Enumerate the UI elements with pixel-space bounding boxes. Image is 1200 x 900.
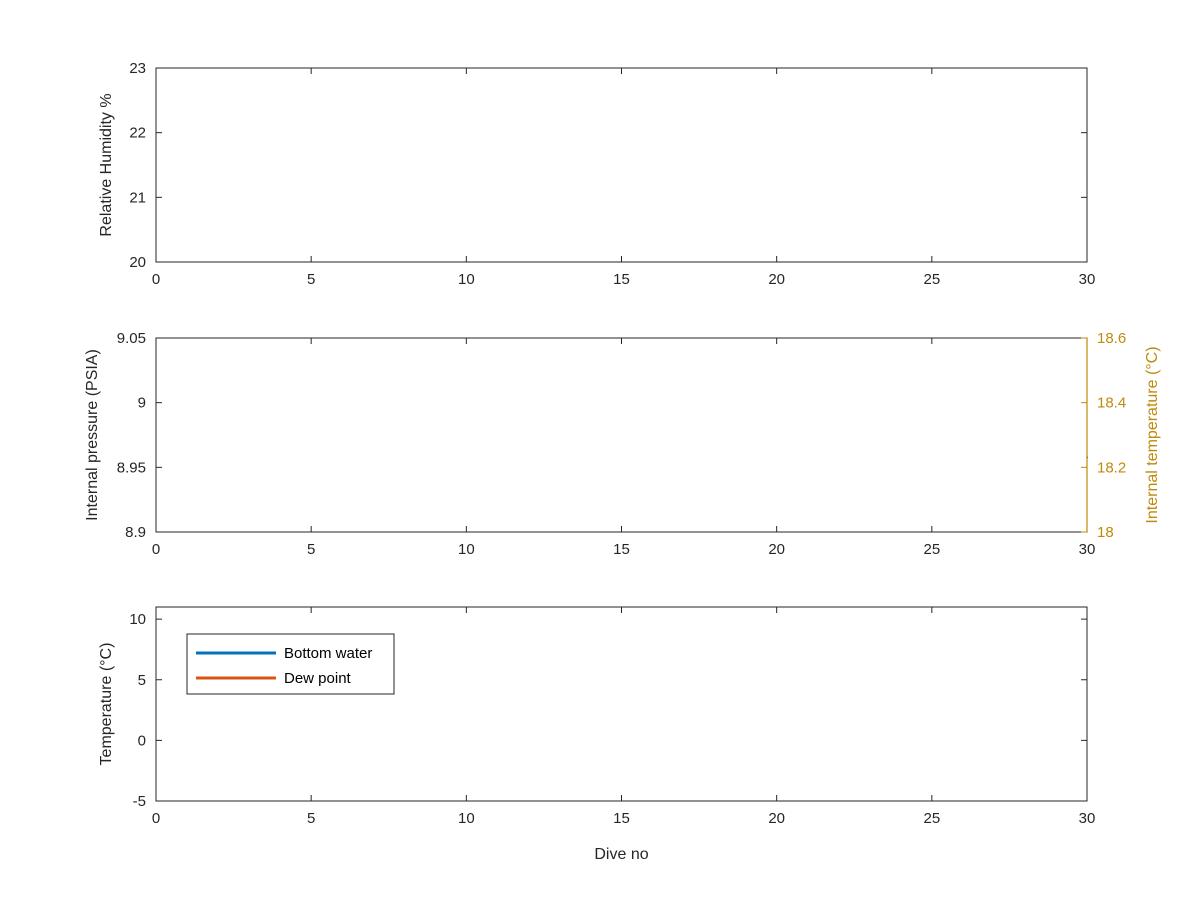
x-tick-label: 25 [923, 541, 940, 558]
x-tick-label: 10 [458, 271, 475, 288]
y-tick-label: 21 [129, 189, 146, 206]
x-tick-label: 20 [768, 541, 785, 558]
right-y-axis-label: Internal temperature (°C) [1144, 346, 1161, 523]
y-tick-label: 9 [138, 395, 146, 412]
x-tick-label: 20 [768, 271, 785, 288]
x-tick-label: 5 [307, 271, 315, 288]
right-y-tick-label: 18 [1097, 524, 1114, 541]
right-y-tick-label: 18.4 [1097, 395, 1126, 412]
x-tick-label: 30 [1079, 810, 1096, 827]
y-tick-label: 20 [129, 254, 146, 271]
y-tick-label: 22 [129, 125, 146, 142]
x-tick-label: 25 [923, 271, 940, 288]
legend-label: Dew point [284, 670, 352, 687]
chart-panel-3: 0 5 10 15 20 25 30 -5 0 5 10 Temperature (°C) Dive n… [98, 606, 1096, 863]
legend-box [186, 633, 395, 695]
y-tick-label: 23 [129, 60, 146, 77]
right-y-tick-label: 18.2 [1097, 459, 1126, 476]
y-tick-label: 8.9 [125, 524, 146, 541]
legend-label: Bottom water [284, 645, 372, 662]
axis-frame [155, 337, 1088, 533]
x-tick-label: 10 [458, 810, 475, 827]
chart-panel-2: 0 5 10 15 20 25 30 8.9 8.95 9 9.05 18 18.2 18.4 18.6 In… [84, 330, 1161, 558]
y-tick-label: 9.05 [117, 330, 146, 347]
x-tick-label: 15 [613, 541, 630, 558]
x-tick-label: 30 [1079, 271, 1096, 288]
y-axis-label: Temperature (°C) [98, 643, 115, 766]
legend: Bottom water Dew point [186, 633, 395, 695]
x-axis-label: Dive no [594, 846, 648, 863]
x-tick-label: 20 [768, 810, 785, 827]
x-tick-label: 15 [613, 271, 630, 288]
x-tick-label: 0 [152, 541, 160, 558]
y-tick-label: -5 [133, 793, 146, 810]
x-tick-label: 25 [923, 810, 940, 827]
x-tick-label: 15 [613, 810, 630, 827]
x-tick-label: 0 [152, 271, 160, 288]
x-tick-label: 5 [307, 810, 315, 827]
right-y-tick-label: 18.6 [1097, 330, 1126, 347]
x-tick-label: 5 [307, 541, 315, 558]
y-tick-label: 8.95 [117, 459, 146, 476]
y-axis-label: Internal pressure (PSIA) [84, 349, 101, 521]
axis-frame [155, 67, 1088, 263]
y-tick-label: 10 [129, 611, 146, 628]
y-tick-label: 5 [138, 672, 146, 689]
x-tick-label: 30 [1079, 541, 1096, 558]
y-axis-label: Relative Humidity % [98, 93, 115, 236]
x-tick-label: 0 [152, 810, 160, 827]
chart-panel-1: 0 5 10 15 20 25 30 20 21 22 23 Relative Humidity % [98, 60, 1095, 288]
y-tick-label: 0 [138, 732, 146, 749]
x-tick-label: 10 [458, 541, 475, 558]
